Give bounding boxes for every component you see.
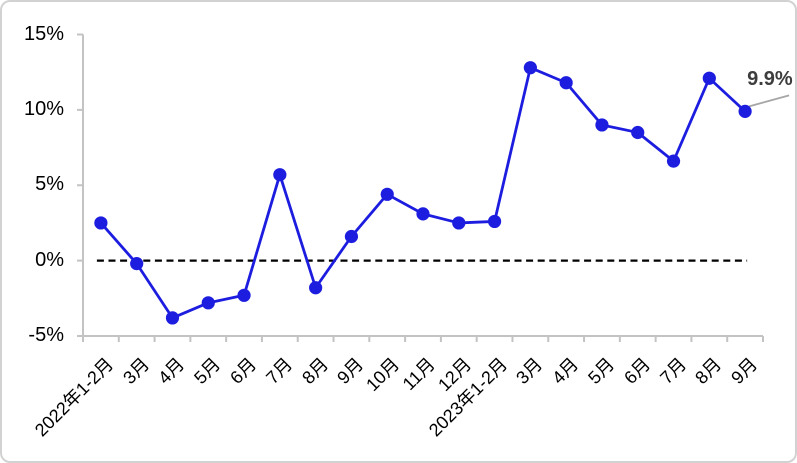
data-point-marker: [452, 216, 466, 230]
data-point-marker: [416, 207, 430, 221]
data-point-marker: [666, 154, 681, 168]
y-axis-tick-label: 0%: [35, 248, 64, 271]
data-point-marker: [702, 71, 716, 85]
y-axis-tick-label: 10%: [23, 97, 64, 120]
data-point-marker: [94, 216, 108, 230]
annotation-label: 9.9%: [747, 68, 793, 91]
data-point-marker: [631, 125, 645, 140]
data-point-marker: [487, 214, 502, 229]
data-point-marker: [201, 296, 215, 310]
data-point-marker: [165, 311, 180, 325]
data-point-marker: [738, 104, 752, 118]
data-point-marker: [273, 168, 287, 182]
y-axis-tick-label: 15%: [23, 22, 64, 45]
y-axis-tick-label: 5%: [35, 173, 64, 196]
annotation-leader-line: [748, 94, 790, 108]
data-point-marker: [344, 229, 359, 244]
data-point-marker: [380, 187, 394, 201]
data-point-marker: [559, 76, 573, 90]
data-point-marker: [130, 257, 144, 271]
y-axis-tick-label: -5%: [28, 324, 64, 347]
data-point-marker: [595, 118, 609, 132]
series-line: [99, 66, 747, 320]
data-point-marker: [309, 281, 323, 295]
data-point-marker: [237, 288, 251, 302]
data-point-marker: [523, 61, 537, 75]
